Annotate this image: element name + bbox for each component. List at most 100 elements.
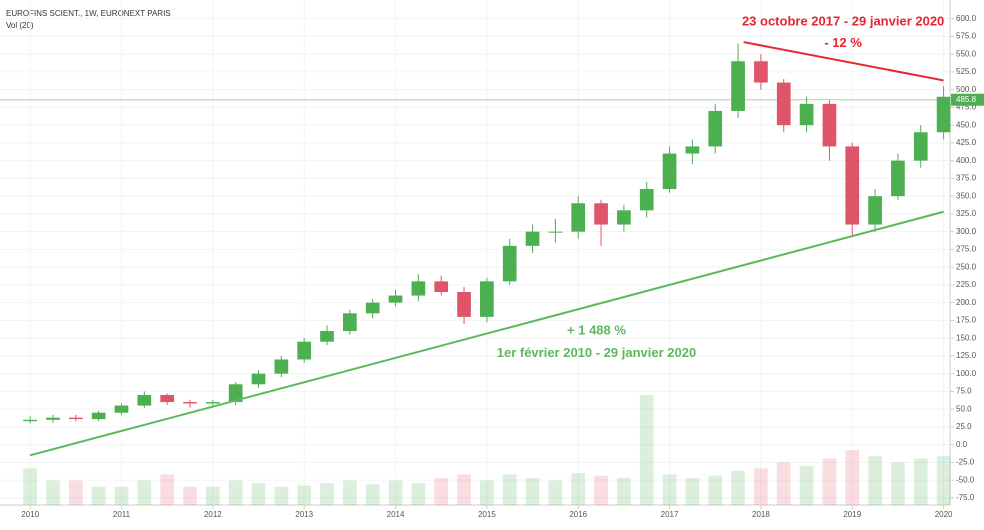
volume-bar <box>708 475 723 505</box>
y-tick-label: 525.0 <box>956 67 977 76</box>
candle-body <box>68 417 83 420</box>
candle-body <box>913 132 928 161</box>
candle-body <box>434 281 449 292</box>
annotation: + 1 488 % <box>567 322 626 337</box>
candle-body <box>685 146 700 154</box>
candle-body <box>91 412 106 420</box>
candle-body <box>274 359 289 374</box>
annotation: 23 octobre 2017 - 29 janvier 2020 <box>742 14 944 29</box>
volume-bar <box>228 480 243 505</box>
y-tick-label: 300.0 <box>956 227 977 236</box>
annotation: - 12 % <box>824 35 862 50</box>
y-tick-label: 325.0 <box>956 209 977 218</box>
x-tick-label: 2016 <box>569 510 587 519</box>
volume-bar <box>434 478 449 505</box>
volume-bar <box>822 458 837 505</box>
volume-bar <box>183 486 197 505</box>
volume-bar <box>320 483 334 505</box>
x-tick-label: 2019 <box>843 510 861 519</box>
volume-bar <box>594 475 608 505</box>
candle-body <box>891 160 905 197</box>
y-tick-label: 75.0 <box>956 387 972 396</box>
volume-bar <box>913 458 928 505</box>
y-tick-label: 550.0 <box>956 49 977 58</box>
candle-body <box>297 341 312 360</box>
volume-bar <box>137 480 152 505</box>
volume-bar <box>868 456 882 505</box>
y-tick-label: 250.0 <box>956 262 977 271</box>
x-tick-label: 2018 <box>752 510 770 519</box>
y-tick-label: 400.0 <box>956 156 977 165</box>
last-price-label: 485.8 <box>956 95 977 104</box>
candle-body <box>731 61 745 111</box>
y-tick-label: 25.0 <box>956 422 972 431</box>
chart-title: EUROFINS SCIENT., 1W, EURONEXT PARIS <box>6 9 171 18</box>
volume-bar <box>205 486 220 505</box>
candle-body <box>776 82 791 126</box>
volume-bar <box>525 478 540 505</box>
volume-bar <box>388 480 403 505</box>
x-tick-label: 2015 <box>478 510 496 519</box>
volume-bar <box>365 484 380 505</box>
volume-bar <box>617 478 631 505</box>
volume-bar <box>776 462 791 505</box>
candle-body <box>571 203 586 232</box>
x-tick-label: 2013 <box>295 510 313 519</box>
y-tick-label: 500.0 <box>956 85 977 94</box>
candle-body <box>480 281 494 317</box>
volume-bar <box>639 395 654 505</box>
volume-bar <box>411 483 426 505</box>
volume-label: Vol (20) <box>6 21 34 30</box>
candle-body <box>708 110 723 147</box>
candle-body <box>183 402 197 404</box>
y-tick-label: -75.0 <box>956 493 975 502</box>
candle-body <box>205 402 220 404</box>
candle-body <box>502 245 517 282</box>
candle-body <box>662 153 677 190</box>
candle-body <box>617 210 631 225</box>
y-tick-label: 175.0 <box>956 316 977 325</box>
trend-line <box>743 41 944 82</box>
candle-body <box>525 231 540 246</box>
y-tick-label: 100.0 <box>956 369 977 378</box>
volume-bar <box>114 486 129 505</box>
candle-body <box>23 419 37 422</box>
volume-bar <box>23 468 37 505</box>
candle-body <box>46 417 60 420</box>
candle-body <box>799 103 814 126</box>
volume-bar <box>297 485 312 505</box>
y-tick-label: 125.0 <box>956 351 977 360</box>
y-tick-label: 200.0 <box>956 298 977 307</box>
volume-bar <box>571 473 586 505</box>
candle-body <box>411 281 426 296</box>
candle-body <box>822 103 837 147</box>
volume-bar <box>480 480 494 505</box>
volume-bar <box>685 478 700 505</box>
x-tick-label: 2020 <box>935 510 953 519</box>
volume-bar <box>457 474 471 505</box>
candle-body <box>457 292 471 317</box>
volume-bar <box>799 465 814 505</box>
candle-body <box>343 313 357 332</box>
volume-bar <box>936 456 951 505</box>
candle-body <box>388 295 403 303</box>
y-tick-label: 475.0 <box>956 103 977 112</box>
y-tick-label: 150.0 <box>956 333 977 342</box>
candle-body <box>936 96 951 133</box>
y-tick-label: 450.0 <box>956 120 977 129</box>
candle-body <box>114 405 129 413</box>
y-tick-label: 275.0 <box>956 245 977 254</box>
volume-bar <box>754 468 768 505</box>
volume-bar <box>251 483 266 505</box>
x-tick-label: 2017 <box>661 510 679 519</box>
y-tick-label: 575.0 <box>956 32 977 41</box>
y-tick-label: -50.0 <box>956 475 975 484</box>
y-tick-label: 350.0 <box>956 191 977 200</box>
candle-body <box>639 189 654 211</box>
candle-body <box>365 302 380 314</box>
x-tick-label: 2010 <box>21 510 39 519</box>
volume-bar <box>502 474 517 505</box>
y-tick-label: 50.0 <box>956 404 972 413</box>
candle-body <box>228 384 243 403</box>
